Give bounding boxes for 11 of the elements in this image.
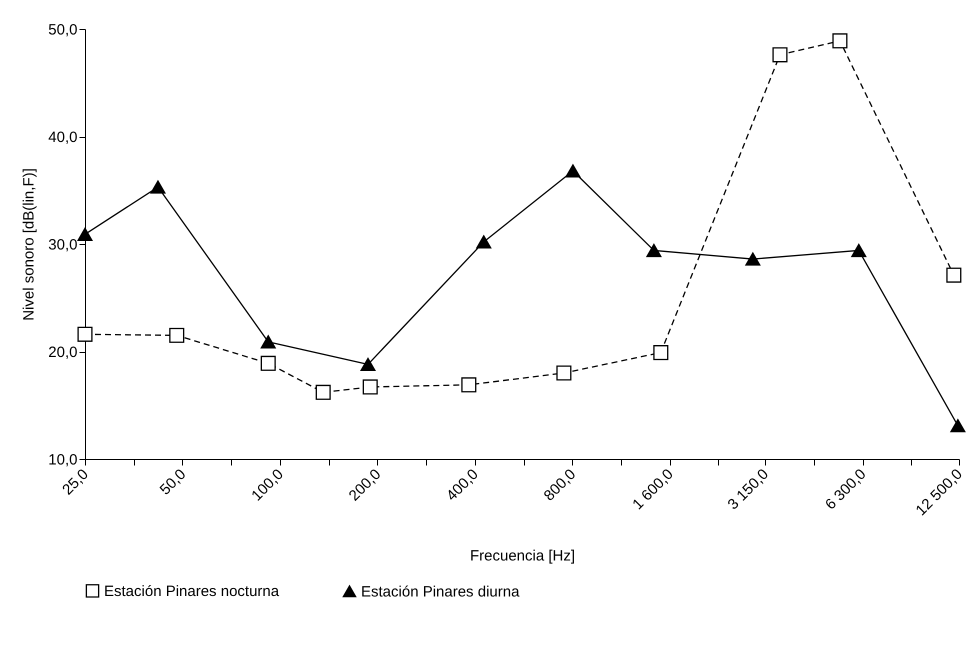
y-tick-label: 30,0 (48, 236, 78, 254)
y-tick-label: 40,0 (48, 129, 78, 146)
y-axis-title: Nivel sonoro [dB(lin,F)] (20, 168, 38, 321)
y-tick-label: 50,0 (48, 22, 78, 38)
y-tick-label: 20,0 (48, 344, 78, 361)
x-tick-label: 50,0 (156, 466, 190, 499)
x-tick-label: 25,0 (59, 466, 92, 499)
legend-label: Estación Pinares nocturna (104, 582, 280, 600)
y-tick-label: 10,0 (48, 452, 78, 468)
x-axis-title: Frecuencia [Hz] (470, 547, 576, 564)
legend-label: Estación Pinares diurna (361, 583, 520, 600)
